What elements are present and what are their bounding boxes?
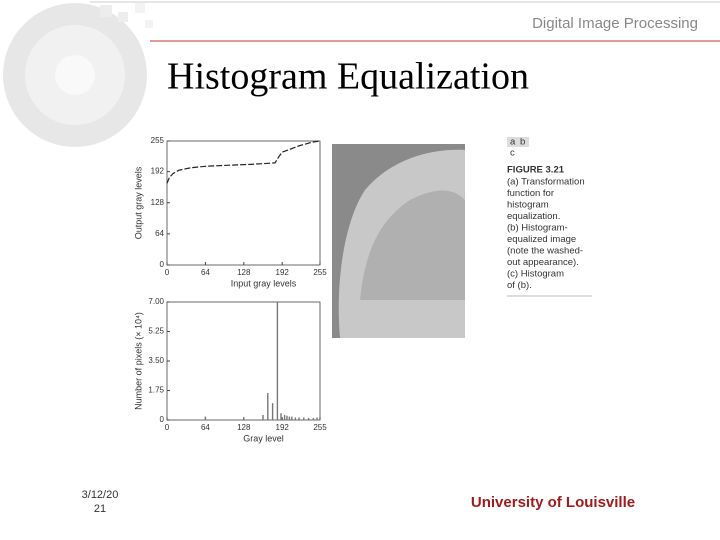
panel-label: b [520, 137, 525, 148]
x-tick-label: 64 [201, 268, 210, 277]
caption-line: (note the washed- [507, 246, 583, 257]
x-tick-label: 255 [313, 423, 327, 432]
histogram-bar [303, 417, 305, 420]
panel-label: a [510, 137, 516, 148]
histogram-bar [288, 416, 291, 420]
x-axis-label: Input gray levels [231, 278, 297, 288]
histogram-bar [291, 416, 293, 420]
x-axis-label: Gray level [243, 433, 284, 443]
caption-line: (a) Transformation [507, 177, 585, 188]
x-tick-label: 0 [165, 423, 170, 432]
caption-line: equalization. [507, 211, 560, 222]
histogram-bar [262, 414, 264, 420]
histogram-bar [286, 415, 288, 420]
histogram-bar [294, 417, 297, 420]
caption-line: function for [507, 188, 554, 199]
caption-line: (b) Histogram- [507, 223, 568, 234]
y-tick-label: 255 [151, 136, 165, 145]
y-tick-label: 0 [160, 415, 165, 424]
caption-line: out appearance). [507, 257, 579, 268]
histogram-bar [267, 393, 269, 420]
x-tick-label: 0 [165, 268, 170, 277]
caption-line: histogram [507, 200, 549, 211]
histogram-bar [276, 302, 279, 420]
histogram-bar [271, 403, 274, 420]
histogram-bar [280, 413, 282, 420]
y-tick-label: 64 [155, 229, 164, 238]
transform-curve [166, 140, 321, 184]
date: 21 [94, 503, 106, 515]
y-tick-label: 128 [151, 198, 165, 207]
y-axis-label: Number of pixels (× 10⁴) [133, 312, 143, 410]
caption-line: equalized image [507, 234, 576, 245]
figure-label: FIGURE 3.21 [507, 165, 565, 176]
x-tick-label: 64 [201, 423, 210, 432]
histogram-bar [298, 417, 300, 420]
histogram-bar [283, 414, 286, 420]
x-tick-label: 128 [237, 423, 251, 432]
plot-frame [166, 301, 321, 421]
y-tick-label: 1.75 [148, 386, 164, 395]
equalized-image [332, 144, 465, 338]
histogram-bar [204, 416, 207, 420]
x-tick-label: 192 [276, 423, 290, 432]
y-tick-label: 192 [151, 167, 165, 176]
y-tick-label: 3.50 [148, 356, 164, 365]
header-subtitle: Digital Image Processing [532, 15, 698, 32]
y-tick-label: 5.25 [148, 327, 164, 336]
panel-label: c [510, 148, 515, 159]
histogram-bar [307, 417, 310, 420]
logo [3, 3, 153, 147]
caption-line: of (b). [507, 280, 532, 291]
slide-title: Histogram Equalization [167, 56, 529, 98]
date: 3/12/20 [82, 489, 119, 501]
histogram-bar [312, 417, 315, 420]
y-axis-label: Output gray levels [133, 166, 143, 239]
x-tick-label: 255 [313, 268, 327, 277]
plot-frame [166, 140, 321, 266]
panel-box [507, 137, 529, 147]
x-tick-label: 128 [237, 268, 251, 277]
institution: University of Louisville [471, 494, 635, 511]
caption-line: (c) Histogram [507, 269, 564, 280]
histogram-bar [316, 417, 318, 420]
y-tick-label: 0 [160, 260, 165, 269]
y-tick-label: 7.00 [148, 297, 164, 306]
x-tick-label: 192 [276, 268, 290, 277]
